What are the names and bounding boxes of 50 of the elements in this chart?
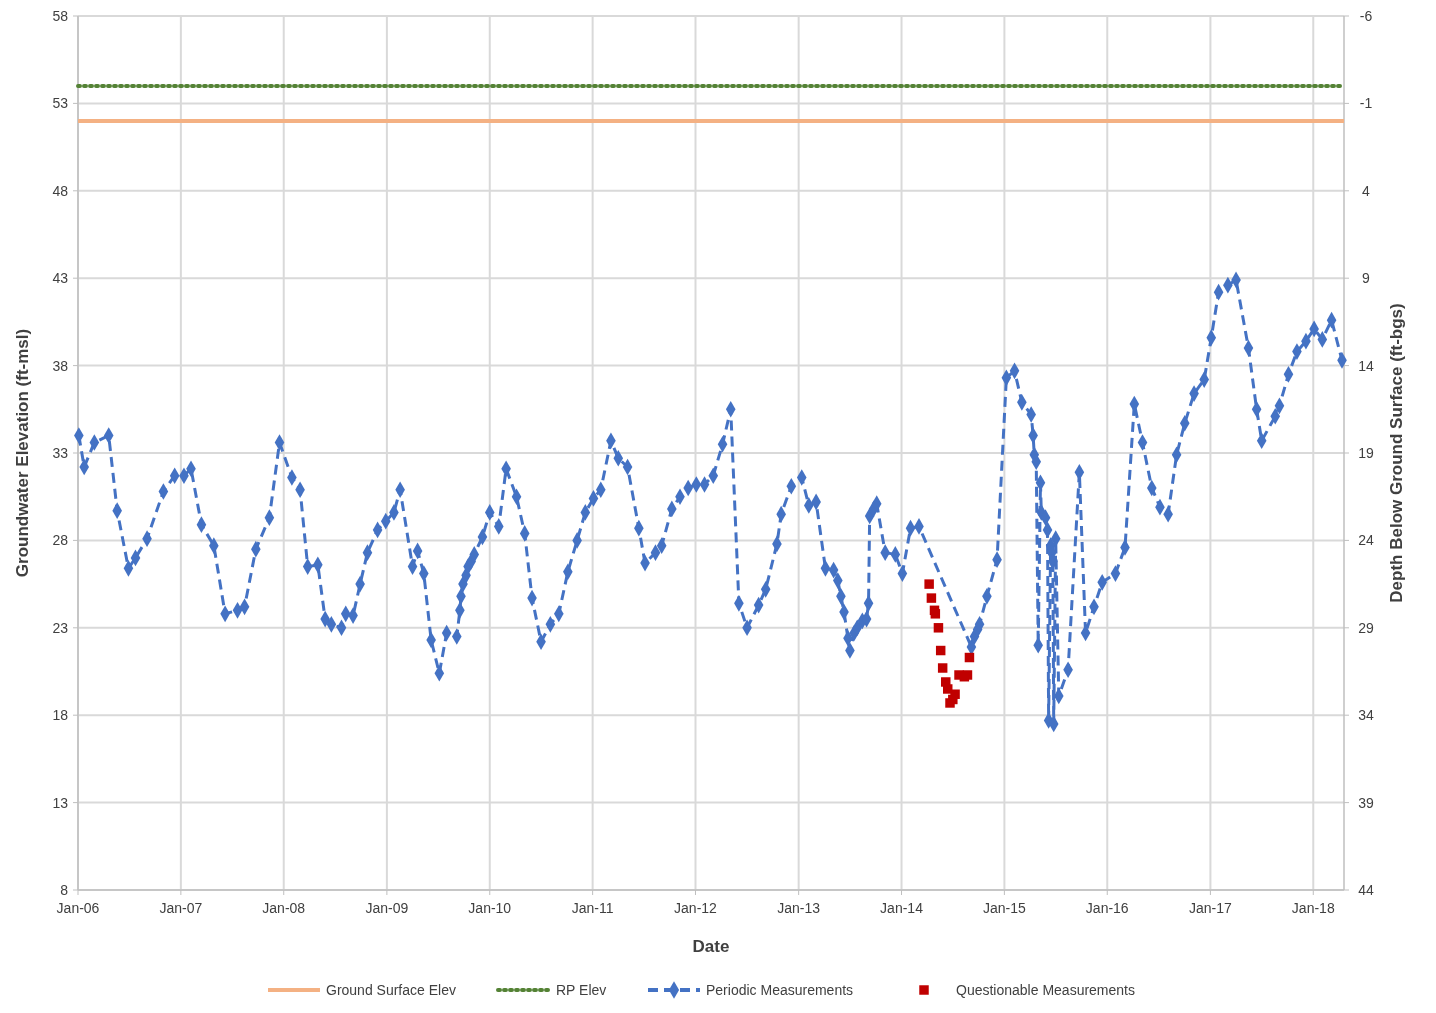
x-tick-label: Jan-16 [1085,900,1129,916]
point [933,623,944,633]
y2-tick-label: 4 [1362,182,1371,199]
x-tick-label: Jan-11 [571,900,614,916]
x-tick-label: Jan-13 [777,900,821,916]
point [964,652,975,663]
y-tick-label: 28 [52,532,69,549]
point [937,663,948,673]
x-axis-title: Date [692,937,730,956]
y-tick-label: 8 [60,882,69,898]
point [935,645,946,656]
point [924,579,934,589]
y2-tick-label: -1 [1359,95,1373,112]
y-axis-title: Groundwater Elevation (ft-msl) [13,328,32,578]
point [950,689,960,699]
y2-tick-label: 44 [1358,882,1374,898]
legend-label: RP Elev [556,982,607,998]
x-tick-label: Jan-08 [262,900,306,916]
y-tick-label: 18 [52,707,69,724]
x-tick-label: Jan-17 [1189,900,1233,916]
point [926,593,937,603]
legend-label: Questionable Measurements [956,982,1135,998]
y-tick-label: 33 [52,445,69,461]
y-tick-label: 48 [52,182,69,199]
x-tick-label: Jan-14 [880,900,924,916]
x-tick-label: Jan-09 [365,900,409,916]
legend-label: Ground Surface Elev [326,982,456,998]
y2-axis-title: Depth Below Ground Surface (ft-bgs) [1387,303,1406,603]
x-tick-label: Jan-07 [159,900,203,916]
x-tick-label: Jan-15 [982,900,1026,916]
x-tick-label: Jan-18 [1291,900,1335,916]
y2-tick-label: 14 [1358,357,1374,374]
y-tick-label: 23 [52,619,69,636]
y2-tick-label: 9 [1362,270,1371,287]
y2-tick-label: 19 [1358,445,1374,461]
x-tick-label: Jan-10 [468,900,512,916]
y2-tick-label: -6 [1359,8,1373,24]
x-tick-label: Jan-06 [56,900,100,916]
legend-label: Periodic Measurements [706,982,854,998]
y2-tick-label: 39 [1358,794,1374,811]
x-tick-label: Jan-12 [674,900,718,916]
y-tick-label: 43 [52,270,69,287]
y-tick-label: 53 [52,95,69,112]
y2-tick-label: 34 [1358,707,1374,724]
point [930,609,941,619]
y-tick-label: 13 [52,794,69,811]
y-tick-label: 58 [52,8,69,24]
y2-tick-label: 29 [1358,619,1374,636]
y-tick-label: 38 [52,357,69,374]
y2-tick-label: 24 [1358,532,1374,549]
